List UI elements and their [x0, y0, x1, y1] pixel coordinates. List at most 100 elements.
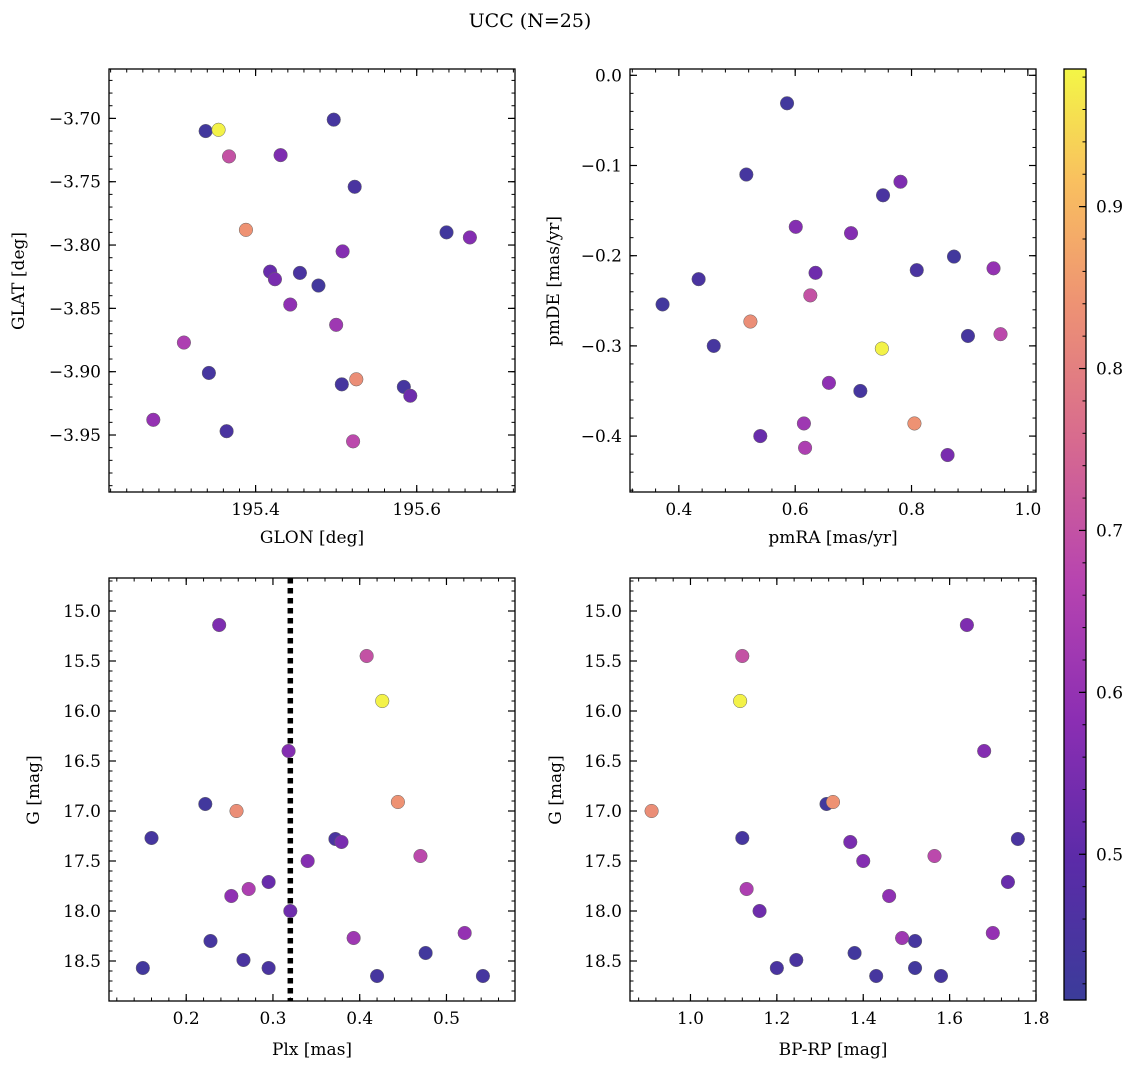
x-tick-label: 0.3: [259, 1009, 286, 1029]
star-point: [798, 440, 813, 455]
star-point: [347, 179, 362, 194]
star-point: [326, 112, 341, 127]
y-tick-label: 17.0: [584, 802, 622, 822]
y-tick-label: 16.0: [584, 702, 622, 722]
star-point: [655, 297, 670, 312]
panel-cmd-ylabel: G [mag]: [546, 755, 566, 824]
star-point: [821, 375, 836, 390]
y-tick-label: 17.5: [63, 852, 101, 872]
y-tick-label: 16.0: [63, 702, 101, 722]
x-tick-label: 0.6: [782, 500, 809, 520]
y-tick-label: 15.5: [584, 652, 622, 672]
x-tick-label: 1.6: [936, 1009, 963, 1029]
star-point: [789, 952, 804, 968]
star-point: [796, 416, 811, 431]
y-tick-label: −3.85: [49, 299, 101, 319]
x-tick-label: 195.6: [392, 500, 441, 520]
star-point: [261, 874, 276, 890]
x-tick-label: 1.4: [850, 1009, 877, 1029]
star-point: [875, 188, 891, 203]
star-point: [198, 124, 213, 139]
star-point: [267, 272, 282, 287]
star-point: [739, 167, 754, 182]
star-point: [292, 265, 307, 280]
star-point: [359, 648, 374, 664]
x-tick-label: 0.8: [898, 500, 925, 520]
star-point: [146, 412, 161, 427]
star-point: [909, 263, 924, 278]
panel-cmd-xlabel: BP-RP [mag]: [779, 1040, 888, 1060]
star-point: [933, 968, 949, 984]
panel-cmd-ticks: 1.0 1.2 1.4 1.6 1.8 15.0 15.5 16.0 16.5 17.0 17.5 1…: [584, 578, 1050, 1029]
star-point: [203, 933, 218, 949]
star-point: [706, 338, 721, 353]
y-tick-label: 0.0: [595, 66, 622, 86]
star-point: [346, 434, 361, 449]
y-tick-label: −3.75: [49, 173, 101, 193]
colorbar-tick-label: 0.5: [1096, 845, 1123, 865]
star-point: [300, 853, 315, 869]
star-point: [335, 244, 350, 259]
star-point: [241, 881, 256, 897]
figure-title: UCC (N=25): [469, 10, 592, 32]
star-point: [733, 693, 748, 709]
y-tick-label: −0.3: [581, 337, 622, 357]
star-point: [985, 925, 1000, 941]
star-point: [853, 383, 868, 399]
y-tick-label: −3.90: [49, 363, 101, 383]
star-point: [644, 803, 659, 819]
panel-pm-ticks: 0.4 0.6 0.8 1.0 0.0 −0.1 −0.2 −0.3 −0.4: [581, 66, 1042, 520]
x-tick-label: 1.0: [1014, 500, 1041, 520]
star-point: [940, 447, 955, 463]
star-point: [895, 930, 910, 946]
star-point: [236, 952, 251, 968]
star-point: [977, 743, 992, 759]
star-point: [993, 327, 1008, 342]
star-point: [375, 693, 390, 709]
panel-plx-g: 0.2 0.3 0.4 0.5 15.0 15.5 16.0 16.5 17.0 17.5 18.0…: [24, 577, 516, 1060]
star-point: [144, 830, 159, 846]
star-point: [349, 372, 364, 387]
star-point: [986, 261, 1001, 276]
panel-glon-glat-ylabel: GLAT [deg]: [9, 232, 29, 330]
star-point: [198, 796, 213, 812]
y-tick-label: −3.70: [49, 109, 101, 129]
star-point: [946, 249, 962, 264]
star-point: [753, 429, 768, 444]
star-point: [418, 945, 433, 961]
star-point: [843, 226, 859, 241]
star-point: [960, 328, 975, 344]
panel-plx-g-ylabel: G [mag]: [24, 755, 44, 824]
panel-plx-g-points: [135, 617, 490, 984]
star-point: [893, 174, 908, 189]
y-tick-label: −0.1: [581, 157, 622, 177]
panel-cmd-frame: [629, 577, 1037, 1002]
colorbar-frame: [1063, 68, 1087, 1001]
star-point: [959, 617, 974, 633]
star-point: [390, 794, 405, 810]
star-point: [281, 743, 296, 759]
y-tick-label: 18.0: [584, 902, 622, 922]
colorbar-gradient: [1064, 69, 1086, 1000]
panel-glon-glat-xlabel: GLON [deg]: [260, 528, 364, 548]
star-point: [334, 377, 349, 392]
star-point: [219, 424, 234, 439]
star-point: [238, 222, 253, 237]
star-point: [856, 853, 871, 869]
star-point: [743, 314, 758, 329]
y-tick-label: 18.0: [63, 902, 101, 922]
star-point: [176, 335, 191, 350]
star-point: [882, 888, 897, 904]
panel-pm-xlabel: pmRA [mas/yr]: [768, 528, 897, 548]
star-point: [803, 288, 818, 303]
star-point: [825, 794, 841, 810]
panel-cmd: 1.0 1.2 1.4 1.6 1.8 15.0 15.5 16.0 16.5 17.0 17.5 1…: [546, 577, 1050, 1060]
star-point: [735, 830, 750, 846]
star-point: [283, 903, 298, 919]
y-tick-label: −3.95: [49, 426, 101, 446]
y-tick-label: 17.5: [584, 852, 622, 872]
star-point: [329, 317, 344, 332]
colorbar: 0.5 0.6 0.7 0.8 0.9: [1063, 68, 1123, 1001]
x-tick-label: 0.2: [173, 1009, 200, 1029]
